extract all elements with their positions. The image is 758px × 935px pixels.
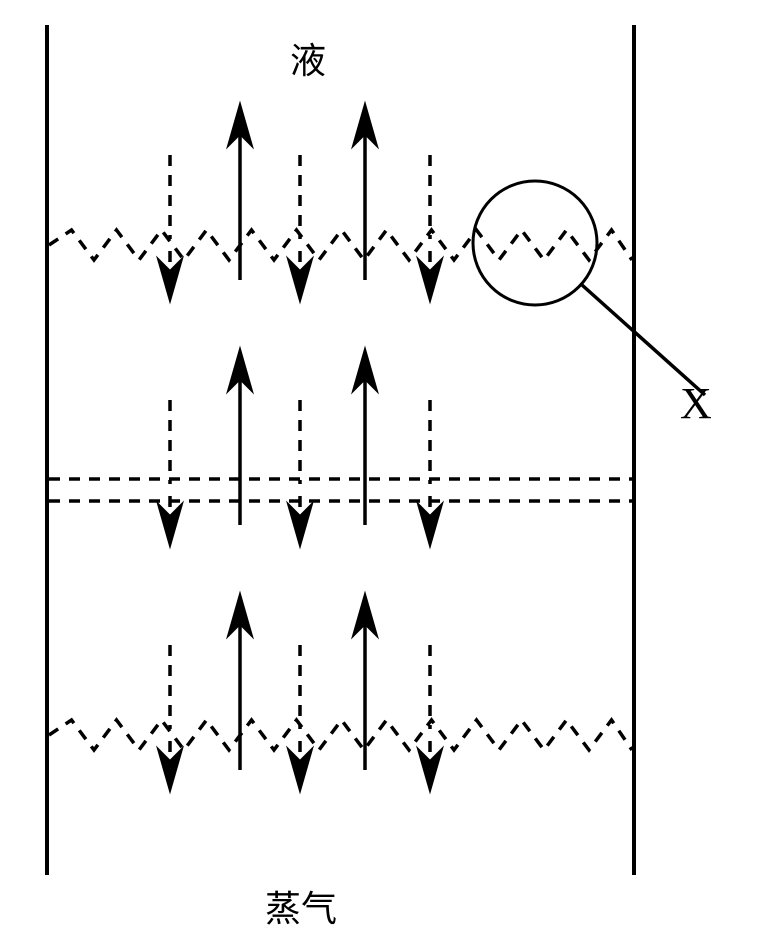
tray-zigzag-0 — [49, 230, 632, 260]
tray-zigzag-2 — [49, 720, 632, 750]
callout-group — [473, 181, 705, 395]
callout-leader — [582, 285, 705, 395]
arrows-group — [170, 125, 430, 770]
trays-group — [49, 230, 632, 750]
diagram-svg — [0, 0, 758, 935]
